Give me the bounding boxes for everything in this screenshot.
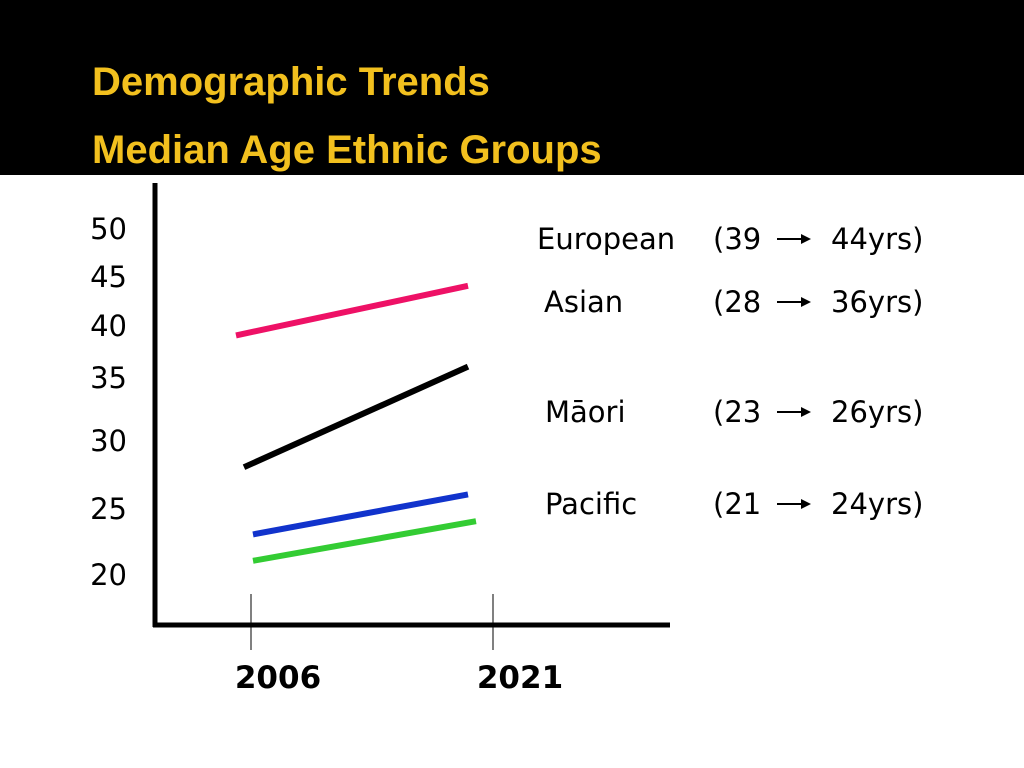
arrow-head-icon [801,407,811,417]
y-tick-label: 30 [90,424,127,458]
legend-end-european: 44yrs) [831,222,923,256]
arrow-head-icon [801,297,811,307]
y-tick-label: 20 [90,558,127,592]
arrow-head-icon [801,499,811,509]
legend-start-asian: (28 [713,285,761,319]
legend-start-european: (39 [713,222,761,256]
legend-start-mori: (23 [713,395,761,429]
y-tick-label: 40 [90,309,127,343]
legend-end-asian: 36yrs) [831,285,923,319]
y-tick-label: 45 [90,260,127,294]
series-line-asian [242,363,470,470]
legend-end-pacific: 24yrs) [831,487,923,521]
series-line-european [235,282,469,339]
legend-start-pacific: (21 [713,487,761,521]
legend-name-pacific: Pacific [545,487,637,521]
x-tick-label: 2021 [477,660,563,696]
series-line-pacific [252,518,477,564]
x-tick-label: 2006 [235,660,321,696]
y-tick-label: 25 [90,492,127,526]
y-tick-label: 35 [90,361,127,395]
slide-title: Demographic Trends [92,60,490,104]
slide-subtitle: Median Age Ethnic Groups [92,128,602,172]
series-line-mori [252,491,469,538]
y-tick-label: 50 [90,212,127,246]
title-bar: Demographic Trends Median Age Ethnic Gro… [0,0,1024,175]
legend-name-asian: Asian [544,285,623,319]
legend-name-mori: Māori [545,395,626,429]
legend-name-european: European [537,222,675,256]
legend-end-mori: 26yrs) [831,395,923,429]
arrow-head-icon [801,234,811,244]
